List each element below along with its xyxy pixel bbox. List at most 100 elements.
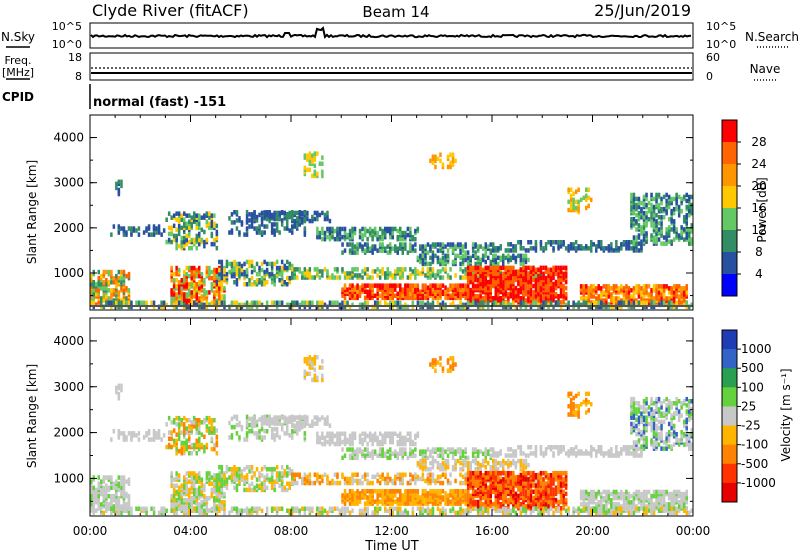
power-cell	[660, 225, 663, 230]
power-cell	[670, 227, 673, 232]
power-cell	[552, 246, 555, 251]
velocity-cell	[152, 437, 156, 442]
power-cell	[193, 237, 196, 243]
power-cell	[497, 287, 500, 293]
velocity-cell	[273, 467, 276, 472]
power-cell	[318, 230, 322, 236]
velocity-cell	[260, 481, 264, 486]
power-cell	[444, 285, 447, 290]
power-cell	[640, 225, 643, 230]
power-cell	[484, 242, 487, 247]
power-cell	[655, 219, 658, 224]
velocity-cell	[373, 431, 377, 436]
power-cell	[660, 215, 663, 220]
velocity-cell	[233, 471, 236, 476]
velocity-cell	[258, 429, 261, 434]
power-cell	[504, 285, 508, 291]
power-cell	[120, 280, 123, 285]
velocity-cell	[394, 453, 397, 458]
power-cell	[313, 216, 317, 222]
velocity-cell	[424, 449, 427, 454]
power-cell	[213, 213, 216, 218]
power-cell	[459, 255, 462, 261]
power-cell	[225, 271, 229, 277]
velocity-cell	[376, 453, 379, 458]
power-cell	[630, 223, 633, 228]
power-cell	[564, 246, 568, 251]
power-cell	[348, 232, 352, 238]
velocity-cell	[451, 453, 455, 458]
power-cell	[351, 302, 354, 308]
velocity-cell	[331, 478, 334, 484]
power-cell	[381, 228, 384, 234]
velocity-cell	[351, 480, 354, 486]
velocity-cell	[213, 473, 216, 478]
velocity-cell	[268, 477, 271, 482]
power-cell	[509, 242, 513, 247]
power-cell	[177, 243, 181, 249]
power-cell	[273, 228, 276, 233]
power-cell	[373, 244, 377, 249]
power-cell	[451, 158, 455, 164]
power-cell	[333, 300, 337, 305]
power-cell	[389, 230, 392, 236]
power-cell	[220, 267, 224, 273]
power-cell	[665, 302, 668, 307]
power-cell	[198, 221, 201, 226]
velocity-cell	[381, 472, 384, 477]
power-cell	[401, 230, 404, 236]
power-cell	[446, 287, 450, 292]
power-cell	[120, 183, 123, 189]
power-cell	[371, 244, 374, 249]
power-cell	[125, 296, 128, 301]
velocity-cell	[316, 439, 319, 445]
power-cell	[404, 287, 407, 292]
power-cell	[600, 294, 603, 299]
power-cell	[690, 223, 693, 228]
power-cell	[331, 273, 334, 278]
power-cell	[512, 265, 515, 271]
power-cell	[632, 200, 636, 206]
power-cell	[640, 206, 643, 212]
velocity-cell	[218, 502, 221, 507]
power-cell	[213, 282, 216, 287]
power-cell	[509, 248, 513, 253]
velocity-cell	[313, 472, 317, 477]
power-cell	[313, 275, 317, 280]
power-cell	[670, 300, 673, 305]
power-cell	[411, 300, 415, 305]
power-cell	[652, 225, 656, 230]
power-cell	[366, 267, 369, 272]
power-cell	[667, 290, 671, 295]
power-cell	[471, 273, 475, 279]
power-cell	[675, 196, 678, 202]
power-cell	[479, 244, 482, 249]
power-cell	[195, 302, 198, 308]
velocity-cell	[193, 491, 196, 497]
power-cell	[552, 265, 555, 271]
velocity-cell	[326, 439, 329, 445]
velocity-cell	[326, 474, 329, 480]
power-cell	[630, 196, 633, 202]
power-cell	[537, 267, 540, 273]
velocity-cell	[394, 480, 397, 486]
power-cell	[577, 207, 580, 213]
velocity-cell	[238, 467, 241, 472]
power-cell	[517, 287, 520, 293]
power-cell	[185, 278, 188, 283]
power-cell	[175, 265, 178, 271]
power-cell	[200, 302, 204, 308]
power-cell	[539, 265, 543, 271]
power-cell	[142, 230, 146, 235]
power-cell	[652, 217, 656, 222]
power-cell	[220, 300, 224, 305]
power-cell	[665, 202, 668, 208]
power-cell	[667, 200, 671, 206]
power-cell	[203, 243, 206, 249]
velocity-cell	[328, 431, 332, 436]
power-cell	[557, 265, 560, 271]
power-cell	[180, 225, 183, 231]
velocity-cell	[258, 477, 261, 482]
power-cell	[534, 267, 538, 273]
power-cell	[172, 296, 176, 301]
